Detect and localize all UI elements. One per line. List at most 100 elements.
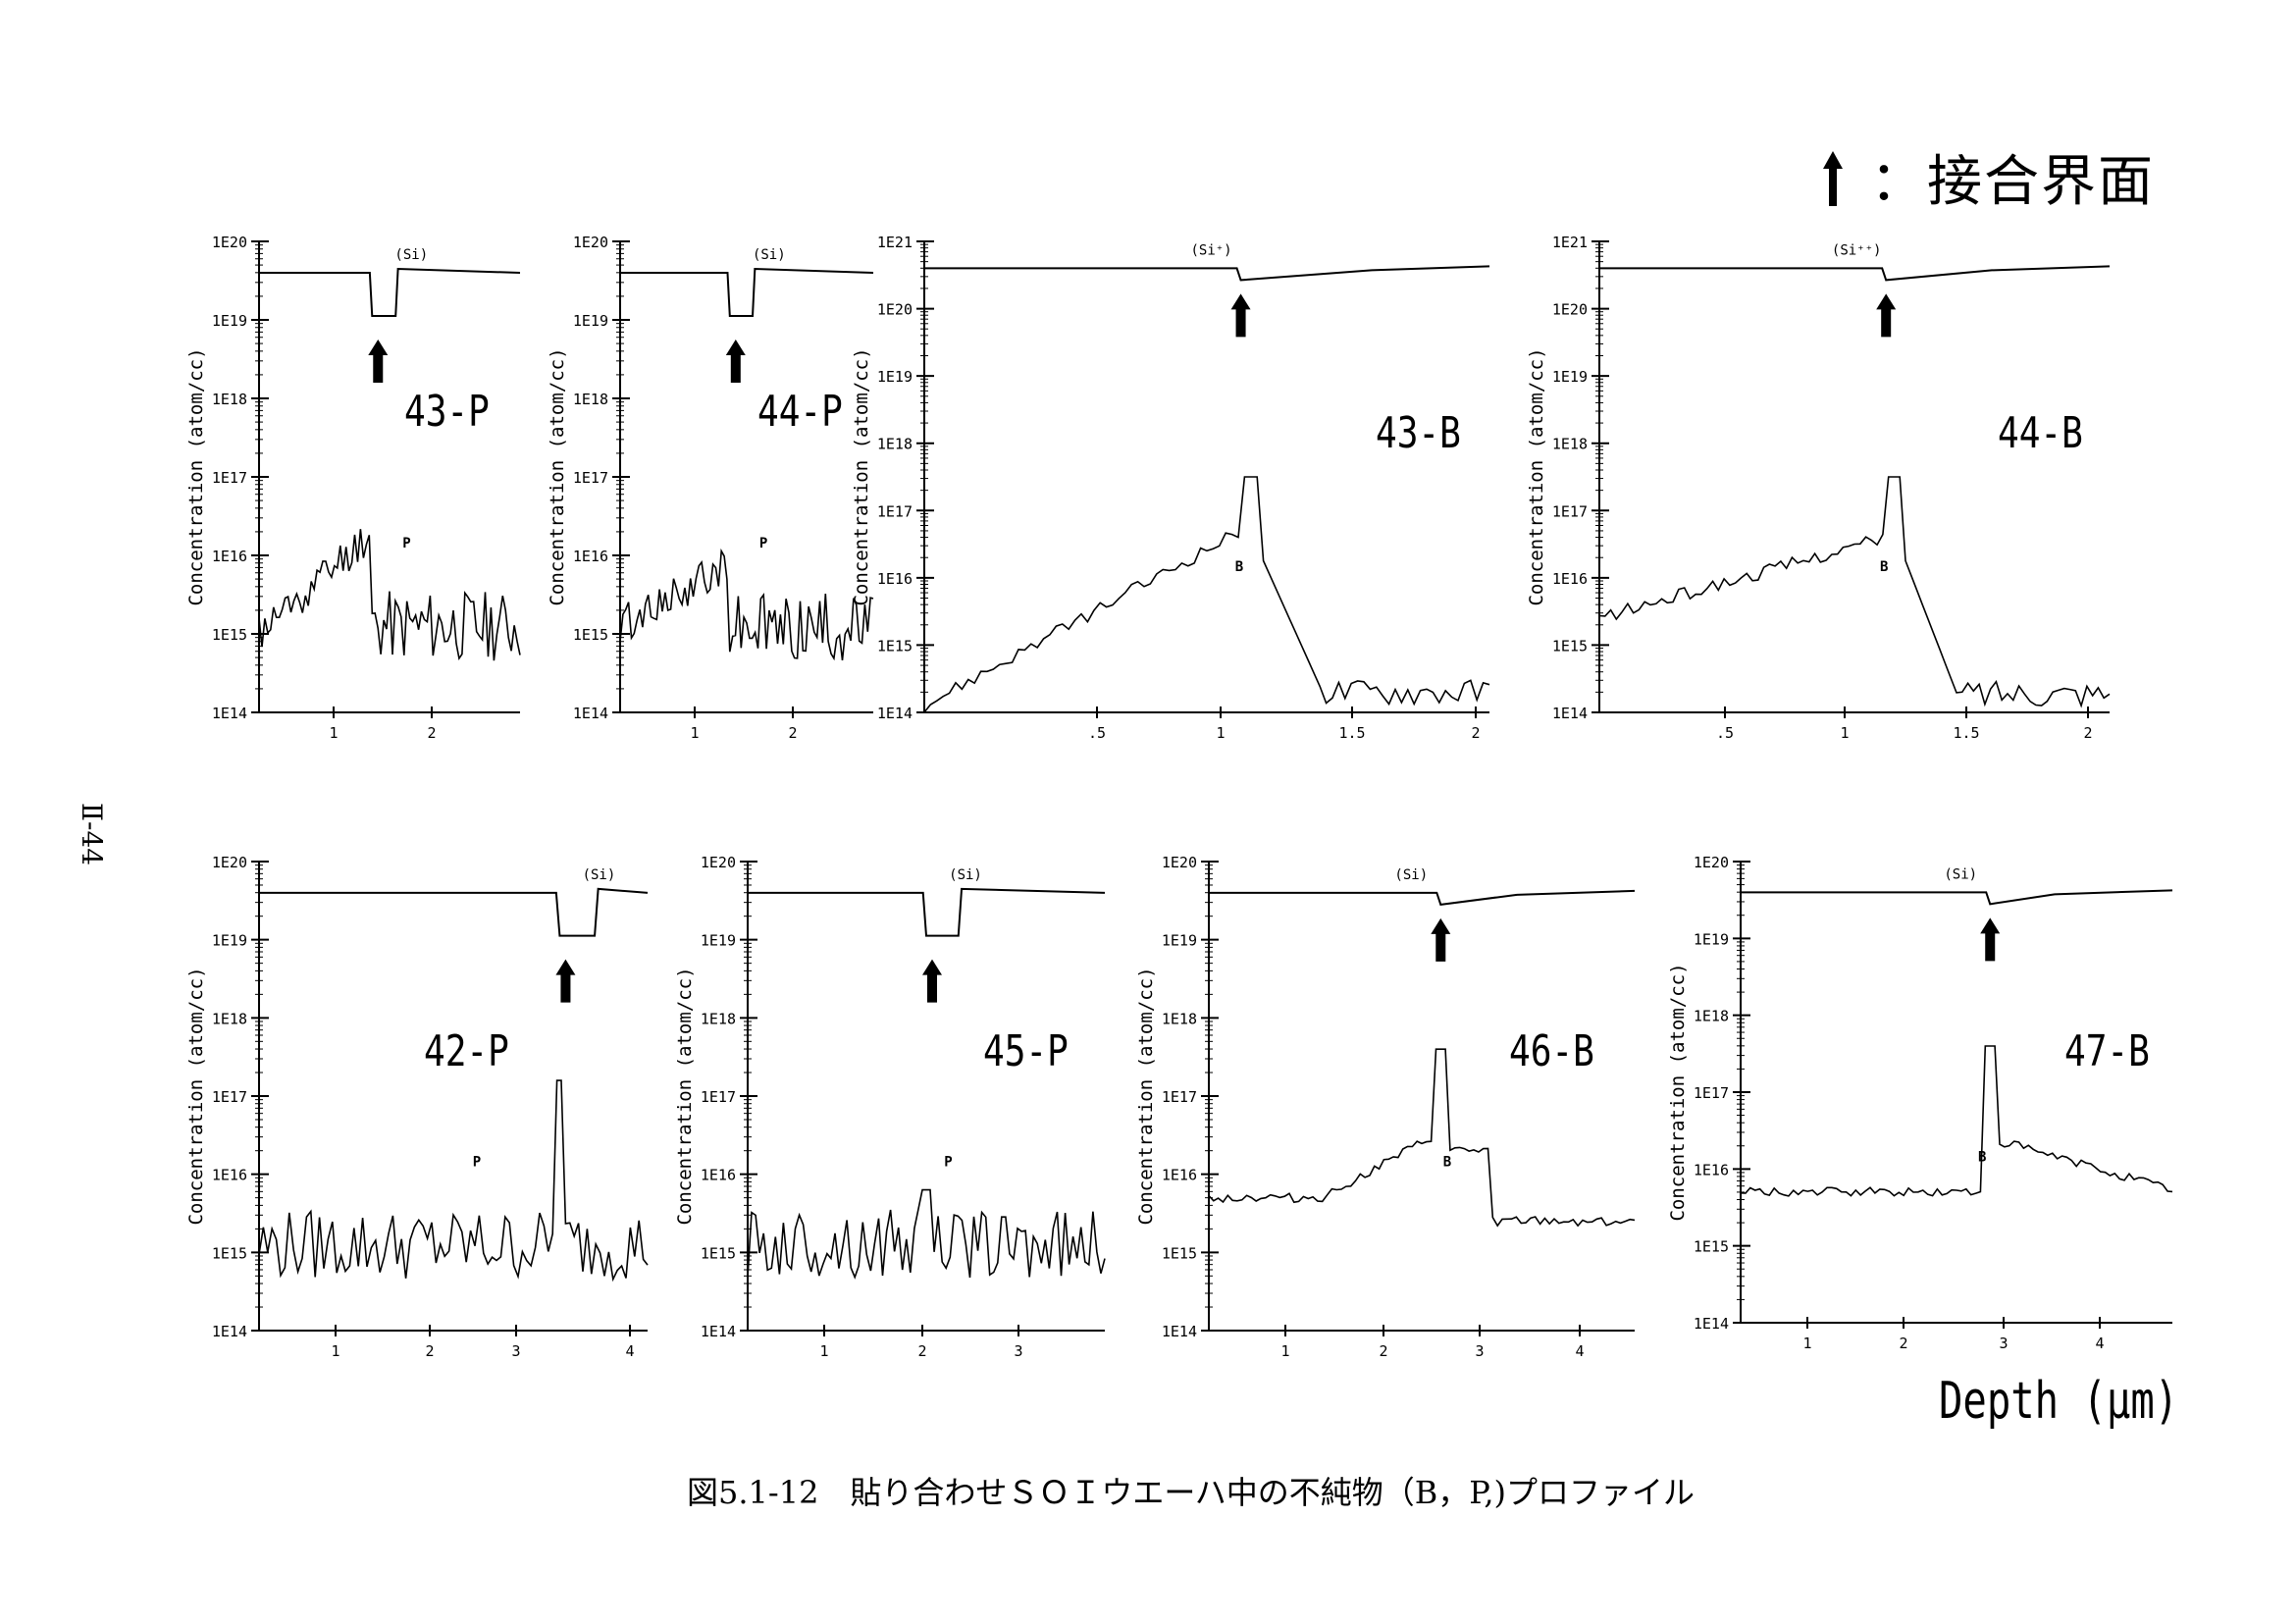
sample-label: 46-B — [1509, 1027, 1594, 1076]
si-matrix-line — [259, 887, 649, 937]
y-axis-label: Concentration (atom/cc) — [547, 347, 568, 605]
dopant-label: P — [402, 536, 410, 551]
x-tick-label: .5 — [1716, 724, 1734, 742]
y-tick-label: 1E15 — [701, 1244, 736, 1262]
y-tick-label: 1E14 — [1162, 1323, 1197, 1340]
y-tick-label: 1E15 — [1694, 1238, 1729, 1256]
x-tick-label: 2 — [1471, 724, 1480, 742]
dopant-label: P — [473, 1155, 481, 1171]
si-matrix-line — [1209, 889, 1636, 906]
y-tick-label: 1E14 — [573, 705, 608, 722]
dopant-label: B — [1443, 1155, 1451, 1171]
dopant-profile-line — [258, 529, 521, 661]
y-tick-label: 1E18 — [573, 391, 608, 408]
y-tick-label: 1E16 — [1552, 570, 1588, 588]
x-tick-label: 4 — [625, 1342, 634, 1360]
y-tick-label: 1E18 — [701, 1010, 736, 1027]
si-label: (Si) — [1944, 866, 1977, 882]
x-tick-label: 3 — [1999, 1335, 2008, 1352]
y-axis-label: Concentration (atom/cc) — [851, 347, 872, 605]
y-tick-label: 1E15 — [1552, 637, 1588, 654]
interface-arrow-icon — [1876, 293, 1897, 338]
y-tick-label: 1E14 — [877, 705, 913, 722]
y-tick-label: 1E17 — [212, 1088, 247, 1106]
sample-label: 44-P — [757, 388, 843, 437]
x-tick-label: 2 — [427, 724, 436, 742]
x-tick-label: 1.5 — [1953, 724, 1979, 742]
dopant-label: B — [1978, 1150, 1986, 1166]
y-tick-label: 1E19 — [212, 312, 247, 330]
y-tick-label: 1E20 — [212, 854, 247, 871]
legend: ：接合界面 — [1823, 137, 2155, 217]
x-tick-label: 2 — [2083, 724, 2092, 742]
dopant-label: P — [944, 1155, 952, 1171]
si-matrix-line — [924, 265, 1490, 282]
dopant-profile-line — [923, 476, 1490, 713]
x-tick-label: 3 — [1475, 1342, 1484, 1360]
x-tick-label: 3 — [1014, 1342, 1022, 1360]
y-tick-label: 1E20 — [1694, 854, 1729, 871]
y-tick-label: 1E21 — [877, 234, 913, 251]
dopant-profile-line — [1208, 1048, 1636, 1228]
si-label: (Si) — [1394, 867, 1428, 883]
x-axis-title: Depth (μm) — [1939, 1372, 2179, 1431]
y-tick-label: 1E16 — [212, 548, 247, 565]
y-tick-label: 1E18 — [1552, 436, 1588, 453]
y-tick-label: 1E20 — [877, 301, 913, 319]
chart-panel-44-P: 1E14 1E15 1E16 1E17 1E18 1E19 1E20 Concentratio… — [547, 234, 874, 742]
dopant-label: B — [1235, 559, 1243, 575]
y-axis-label: Concentration (atom/cc) — [185, 967, 207, 1225]
y-tick-label: 1E14 — [1694, 1315, 1729, 1333]
y-tick-label: 1E20 — [1552, 301, 1588, 319]
x-tick-label: 4 — [2095, 1335, 2104, 1352]
si-label: (Si⁺) — [1190, 242, 1231, 258]
interface-arrow-icon — [555, 959, 576, 1003]
legend-text: ：接合界面 — [1870, 150, 2155, 214]
y-tick-label: 1E16 — [573, 548, 608, 565]
dopant-profile-line — [1740, 1045, 2173, 1197]
chart-panel-43-P: 1E14 1E15 1E16 1E17 1E18 1E19 1E20 Concentratio… — [185, 234, 521, 742]
si-label: (Si⁺⁺) — [1832, 242, 1882, 258]
y-tick-label: 1E15 — [212, 626, 247, 644]
x-tick-label: 1 — [329, 724, 338, 742]
chart-panel-47-B: 1E14 1E15 1E16 1E17 1E18 1E19 1E20 Concentratio… — [1667, 854, 2173, 1352]
x-tick-label: 2 — [1379, 1342, 1387, 1360]
x-tick-label: 3 — [511, 1342, 520, 1360]
si-matrix-line — [620, 267, 874, 317]
chart-panel-45-P: 1E14 1E15 1E16 1E17 1E18 1E19 1E20 Concentratio… — [674, 854, 1106, 1360]
si-label: (Si) — [583, 867, 616, 883]
sample-label: 45-P — [983, 1027, 1069, 1076]
y-tick-label: 1E14 — [701, 1323, 736, 1340]
y-tick-label: 1E14 — [212, 1323, 247, 1340]
y-tick-label: 1E17 — [1694, 1084, 1729, 1102]
interface-arrow-icon — [368, 340, 389, 383]
y-tick-label: 1E19 — [212, 932, 247, 950]
y-tick-label: 1E16 — [1162, 1167, 1197, 1184]
y-tick-label: 1E15 — [1162, 1244, 1197, 1262]
y-tick-label: 1E20 — [701, 854, 736, 871]
y-axis-label: Concentration (atom/cc) — [1667, 963, 1689, 1221]
chart-panel-43-B: 1E14 1E15 1E16 1E17 1E18 1E19 1E20 1E21 Concentr… — [851, 234, 1490, 742]
si-label: (Si) — [394, 247, 428, 263]
si-matrix-line — [259, 267, 521, 317]
sample-label: 43-P — [404, 388, 490, 437]
y-tick-label: 1E19 — [1694, 930, 1729, 948]
sample-label: 44-B — [1998, 409, 2083, 458]
dopant-profile-line — [1598, 476, 2111, 708]
dopant-profile-line — [747, 1188, 1106, 1280]
y-tick-label: 1E19 — [573, 312, 608, 330]
si-matrix-line — [1599, 265, 2111, 282]
y-tick-label: 1E20 — [1162, 854, 1197, 871]
x-tick-label: 1 — [819, 1342, 828, 1360]
y-tick-label: 1E18 — [1694, 1008, 1729, 1025]
y-tick-label: 1E16 — [877, 570, 913, 588]
y-tick-label: 1E15 — [573, 626, 608, 644]
y-tick-label: 1E14 — [1552, 705, 1588, 722]
y-tick-label: 1E14 — [212, 705, 247, 722]
y-tick-label: 1E17 — [1162, 1088, 1197, 1106]
y-tick-label: 1E20 — [573, 234, 608, 251]
interface-arrow-icon — [922, 959, 942, 1003]
interface-arrow-icon — [1431, 917, 1451, 962]
y-tick-label: 1E16 — [1694, 1161, 1729, 1178]
